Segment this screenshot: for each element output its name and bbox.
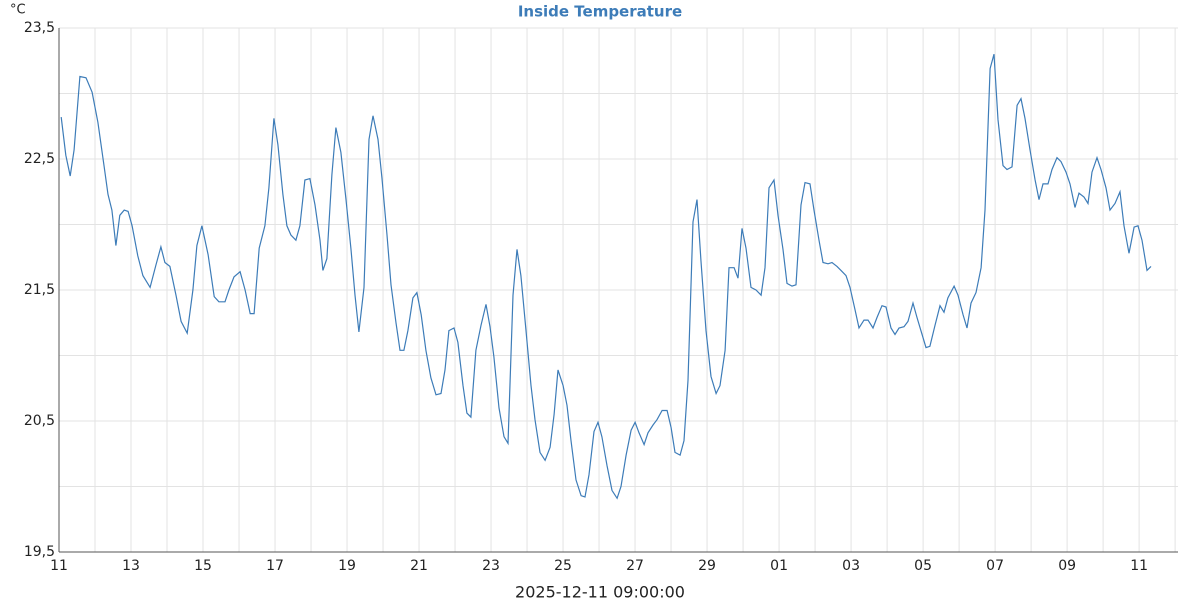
y-unit: °C [10,3,26,18]
x-tick-label: 13 [122,558,140,574]
x-tick-label: 11 [50,558,68,574]
data-line [60,54,1152,500]
x-tick-label: 19 [338,558,356,574]
x-tick-label: 07 [986,558,1004,574]
x-tick-label: 09 [1058,558,1076,574]
chart-title: Inside Temperature [518,3,682,21]
x-tick-label: 03 [842,558,860,574]
x-tick-label: 27 [626,558,644,574]
x-tick-label: 25 [554,558,572,574]
y-tick-label: 19,5 [24,544,55,560]
x-axis-label: 2025-12-11 09:00:00 [515,583,685,600]
y-tick-label: 21,5 [24,282,55,298]
y-tick-label: 20,5 [24,413,55,429]
x-tick-label: 17 [266,558,284,574]
x-tick-label: 11 [1130,558,1148,574]
x-tick-label: 23 [482,558,500,574]
x-tick-label: 01 [770,558,788,574]
x-tick-label: 29 [698,558,716,574]
x-tick-label: 21 [410,558,428,574]
x-tick-label: 15 [194,558,212,574]
y-tick-label: 23,5 [24,20,55,36]
x-tick-label: 05 [914,558,932,574]
y-tick-label: 22,5 [24,151,55,167]
